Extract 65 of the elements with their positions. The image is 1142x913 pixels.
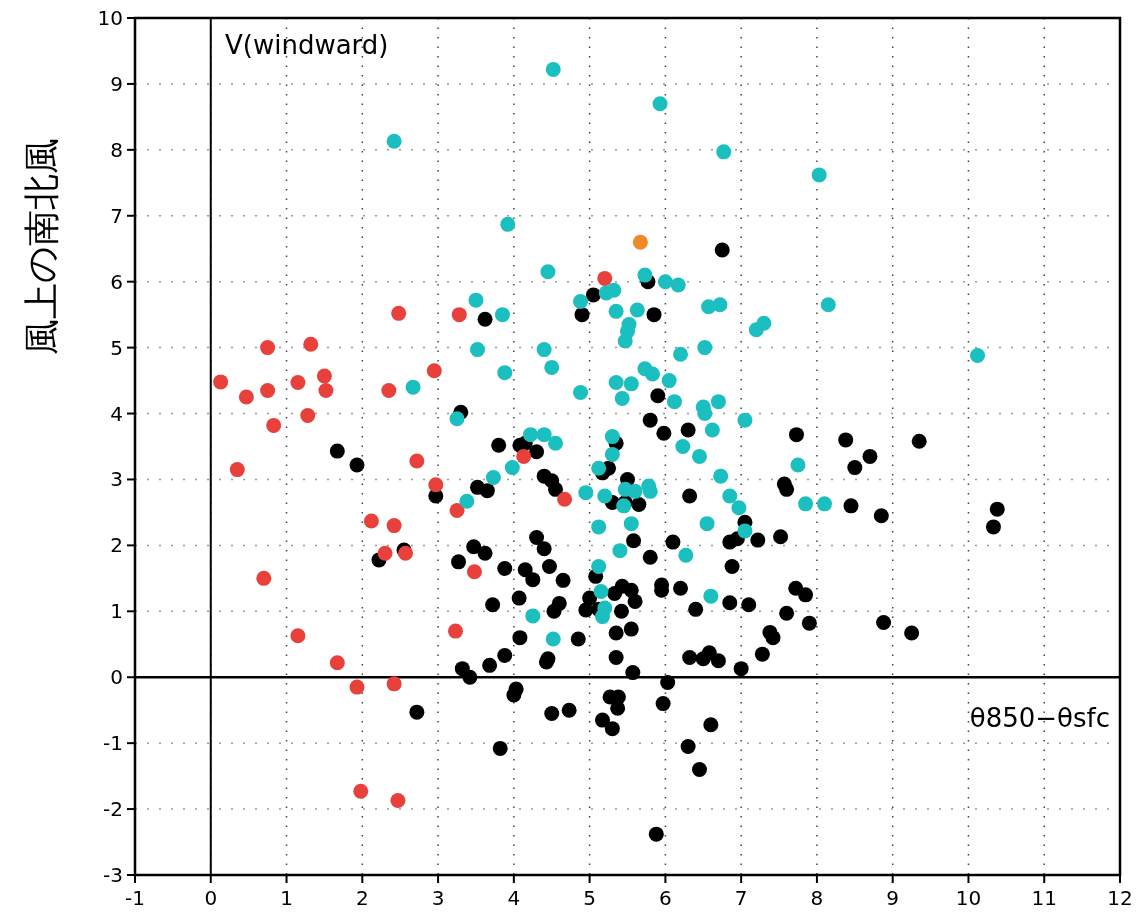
point [557, 491, 573, 507]
x-tick-label: 10 [955, 886, 982, 910]
y-tick-label: 8 [110, 137, 123, 162]
y-tick-label: 2 [110, 533, 123, 558]
point [213, 374, 229, 390]
point [386, 676, 402, 692]
x-tick-label: 3 [431, 886, 445, 910]
x-tick-label: 7 [734, 886, 748, 910]
y-tick-label: 7 [110, 203, 123, 228]
point [260, 340, 276, 356]
point [349, 679, 365, 695]
point [353, 783, 369, 799]
point [266, 417, 282, 433]
point [632, 234, 648, 250]
point [516, 448, 532, 464]
point [381, 382, 397, 398]
point [316, 368, 332, 384]
x-tick-label: 0 [204, 886, 218, 910]
x-axis-title: θ850−θsfc [969, 703, 1110, 734]
point [466, 564, 482, 580]
point [290, 375, 306, 391]
point [300, 408, 316, 424]
x-tick-label: 9 [886, 886, 900, 910]
x-tick-label: 11 [1031, 886, 1057, 910]
point [303, 336, 319, 352]
point [386, 518, 402, 534]
point [229, 462, 245, 478]
x-tick-label: 1 [280, 886, 293, 910]
point [390, 793, 406, 809]
y-tick-label: 4 [110, 401, 123, 426]
point [363, 513, 379, 529]
point [449, 502, 465, 518]
y-tick-label: 3 [110, 467, 123, 492]
x-tick-label: 12 [1107, 886, 1133, 910]
point [428, 477, 444, 493]
y-tick-label: -2 [103, 797, 123, 822]
y-tick-label: 5 [110, 335, 123, 360]
y-tick-label: -1 [103, 731, 123, 756]
point [409, 453, 425, 469]
y-tick-label: 6 [110, 269, 123, 294]
y-axis-title: 風上の南北風 [21, 138, 62, 355]
x-tick-label: 5 [583, 886, 596, 910]
point [260, 382, 276, 398]
point [451, 307, 467, 323]
point [256, 570, 272, 586]
x-tick-label: 2 [355, 886, 369, 910]
point [329, 655, 345, 671]
x-tick-label: -1 [125, 886, 145, 910]
point [391, 305, 407, 321]
point [426, 363, 442, 379]
point [238, 389, 254, 405]
y-tick-label: -3 [103, 863, 123, 887]
y-tick-label: 1 [110, 599, 123, 624]
point [448, 623, 463, 639]
point [290, 628, 306, 644]
annotation: V(windward) [225, 30, 389, 60]
point [377, 545, 393, 561]
y-tick-label: 9 [110, 71, 123, 96]
x-tick-label: 6 [659, 886, 672, 910]
point [597, 270, 613, 286]
x-tick-label: 8 [810, 886, 824, 910]
point [318, 382, 334, 398]
y-tick-label: 10 [97, 6, 123, 30]
x-tick-label: 4 [507, 886, 521, 910]
y-tick-label: 0 [110, 665, 123, 690]
